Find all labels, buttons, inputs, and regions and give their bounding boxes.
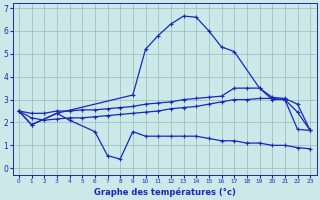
X-axis label: Graphe des températures (°c): Graphe des températures (°c) — [93, 187, 236, 197]
